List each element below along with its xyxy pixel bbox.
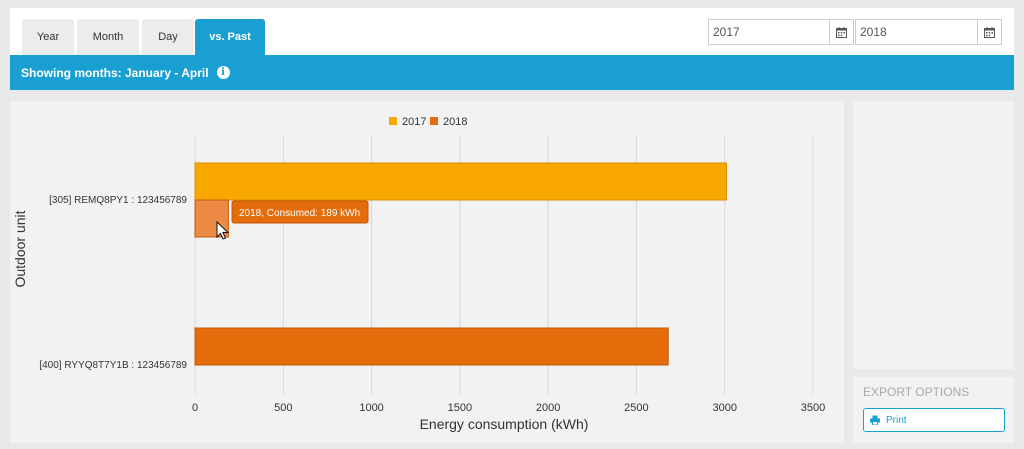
- bar-2018-1[interactable]: [194, 327, 669, 366]
- x-tick-labels: 0 500 1000 1500 2000 2500 3000 3500: [192, 402, 825, 414]
- x-tick-label: 3000: [712, 402, 736, 414]
- legend-swatch: [389, 117, 397, 125]
- legend-swatch: [430, 117, 438, 125]
- tab-year[interactable]: Year: [22, 19, 74, 55]
- top-toolbar: Year Month Day vs. Past 2017 2018: [10, 8, 1014, 55]
- export-options-panel: EXPORT OPTIONS Print: [853, 377, 1014, 443]
- x-tick-label: 2000: [536, 402, 560, 414]
- date-to-field[interactable]: 2018: [855, 19, 1002, 45]
- tab-vs-past[interactable]: vs. Past: [195, 19, 265, 55]
- bar-2017-0[interactable]: [194, 162, 727, 201]
- mouse-cursor-icon: [216, 220, 230, 240]
- tab-month[interactable]: Month: [77, 19, 139, 55]
- date-from-value: 2017: [713, 25, 740, 39]
- tooltip-text: 2018, Consumed: 189 kWh: [239, 208, 360, 219]
- chart-panel: 2017 2018 [305] REMQ8PY1 : 123456789 [400]…: [10, 101, 844, 443]
- x-tick-label: 1000: [359, 402, 383, 414]
- print-button[interactable]: Print: [863, 408, 1005, 432]
- calendar-icon[interactable]: [977, 20, 1001, 44]
- info-bar-text: Showing months: January - April: [21, 65, 209, 80]
- info-bar: Showing months: January - April i: [10, 55, 1014, 90]
- side-panel: [853, 101, 1014, 369]
- chart-legend: 2017 2018: [389, 116, 467, 128]
- legend-label: 2017: [402, 116, 426, 128]
- printer-icon: [870, 415, 880, 425]
- x-tick-label: 1500: [448, 402, 472, 414]
- info-icon[interactable]: i: [216, 66, 230, 79]
- date-to-value: 2018: [860, 25, 887, 39]
- tab-day[interactable]: Day: [142, 19, 194, 55]
- energy-bar-chart: 2017 2018 [305] REMQ8PY1 : 123456789 [400]…: [12, 116, 825, 432]
- print-button-label: Print: [886, 414, 907, 426]
- chart-tooltip: 2018, Consumed: 189 kWh: [231, 200, 369, 224]
- x-axis-label: Energy consumption (kWh): [420, 416, 589, 432]
- x-tick-label: 0: [192, 402, 198, 414]
- date-from-field[interactable]: 2017: [708, 19, 854, 45]
- legend-label: 2018: [443, 116, 467, 128]
- x-tick-label: 2500: [624, 402, 648, 414]
- x-tick-label: 500: [274, 402, 292, 414]
- category-labels: [305] REMQ8PY1 : 123456789 [400] RYYQ8T7Y…: [39, 195, 187, 371]
- chart-bars: [194, 162, 727, 366]
- y-axis-label: Outdoor unit: [12, 210, 28, 287]
- category-label: [305] REMQ8PY1 : 123456789: [49, 195, 187, 206]
- x-tick-label: 3500: [801, 402, 825, 414]
- category-label: [400] RYYQ8T7Y1B : 123456789: [39, 360, 187, 371]
- calendar-icon[interactable]: [829, 20, 853, 44]
- export-options-title: EXPORT OPTIONS: [863, 385, 970, 399]
